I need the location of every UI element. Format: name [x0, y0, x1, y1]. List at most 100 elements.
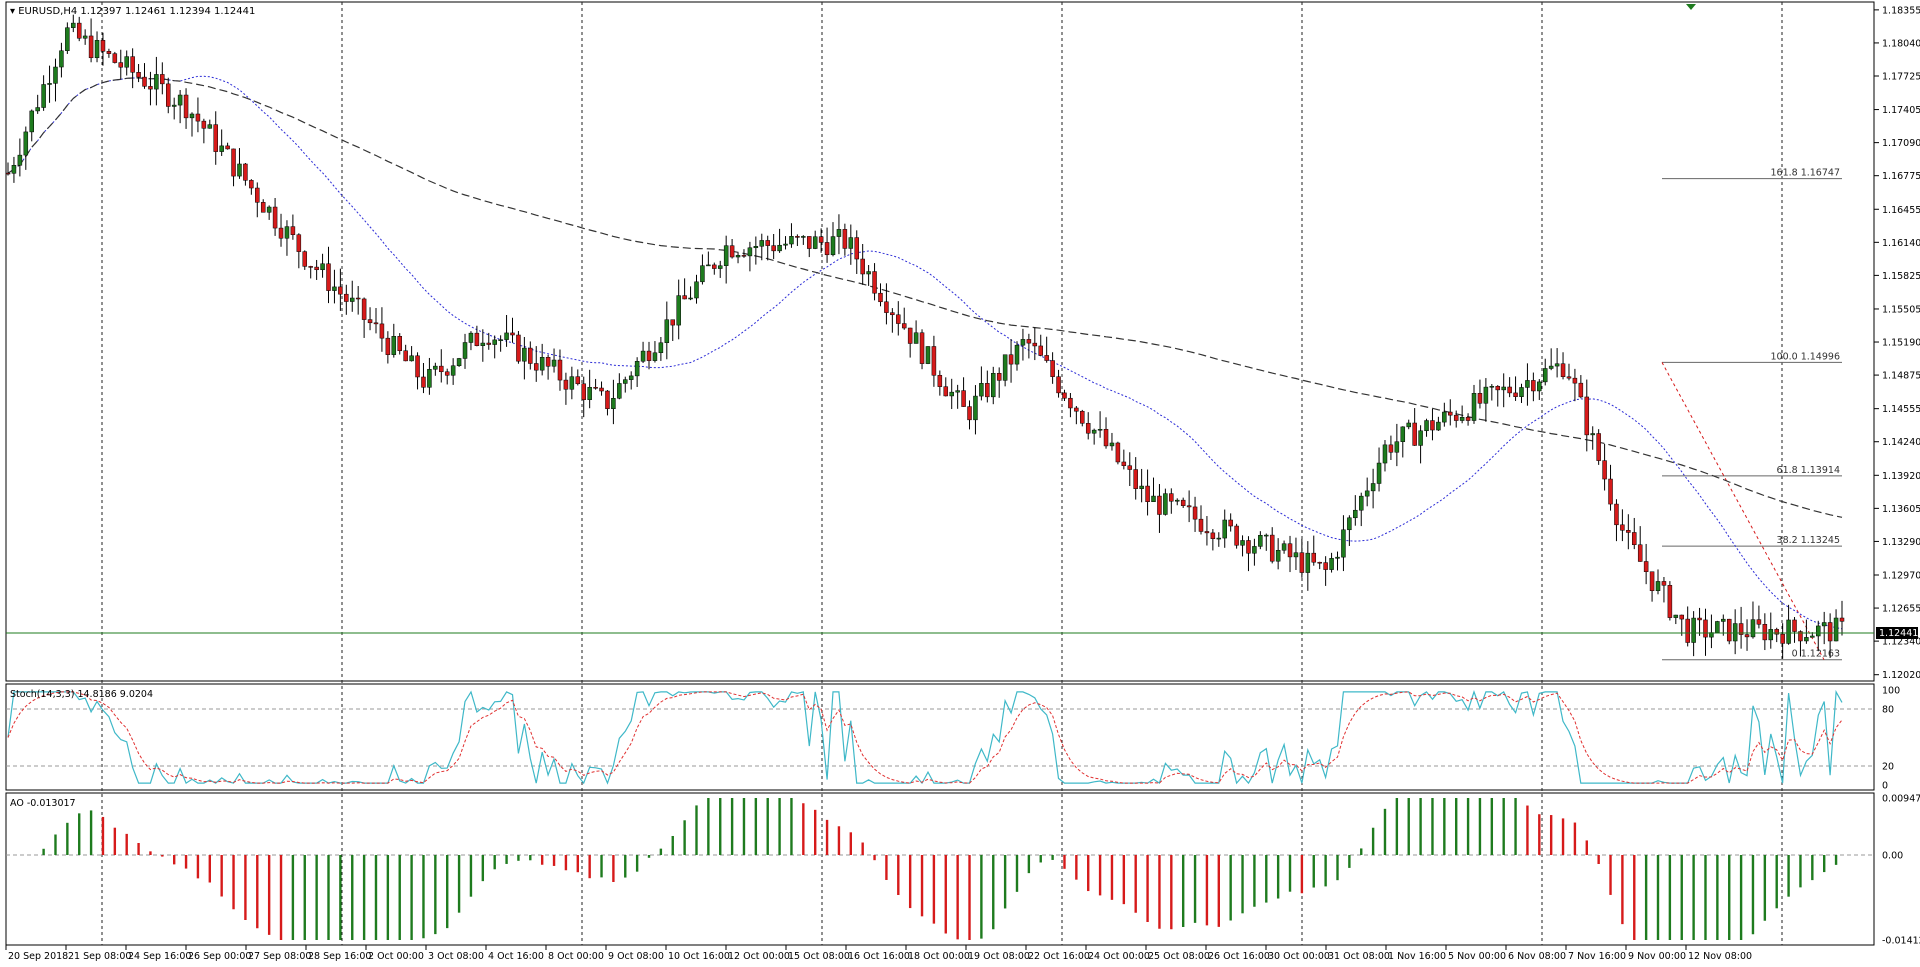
candle-body	[1305, 552, 1311, 573]
candle-body	[367, 319, 373, 324]
candle-body	[694, 281, 699, 299]
candle-body	[11, 165, 17, 174]
time-tick-label: 1 Nov 16:00	[1388, 951, 1446, 962]
fib-level-label: 61.8 1.13914	[1777, 465, 1840, 476]
price-tick-label: 1.16140	[1882, 238, 1920, 249]
candle-body	[967, 406, 972, 421]
candle-body	[919, 332, 925, 364]
candle-body	[427, 369, 432, 388]
candle-body	[225, 145, 230, 150]
candle-body	[1471, 393, 1477, 421]
candle-body	[1721, 618, 1726, 622]
price-tick-label: 1.16775	[1882, 171, 1920, 182]
price-tick-label: 1.17090	[1882, 138, 1920, 149]
candle-body	[1661, 581, 1667, 586]
candle-body	[789, 236, 794, 245]
candle-body	[302, 251, 308, 267]
candle-body	[35, 107, 40, 112]
candlesticks[interactable]	[5, 14, 1845, 659]
candle-body	[676, 295, 681, 326]
candle-body	[1596, 433, 1601, 461]
fib-trend-line	[1661, 362, 1825, 660]
candle-body	[53, 66, 58, 84]
time-tick-label: 15 Oct 08:00	[788, 951, 850, 962]
fib-level-label: 161.8 1.16747	[1770, 168, 1840, 179]
candle-body	[344, 293, 349, 302]
candle-body	[361, 298, 367, 320]
candle-body	[65, 27, 70, 51]
candle-body	[658, 342, 664, 354]
candle-body	[1008, 354, 1014, 365]
candle-body	[17, 154, 23, 166]
stoch-tick-label: 80	[1882, 705, 1894, 716]
candle-body	[818, 236, 824, 243]
time-tick-label: 6 Nov 08:00	[1508, 951, 1566, 962]
candle-body	[219, 145, 224, 152]
candle-body	[1406, 422, 1411, 428]
price-tick-label: 1.15190	[1882, 338, 1920, 349]
candle-body	[1637, 544, 1643, 562]
candle-body	[439, 365, 444, 373]
stoch-axis: 100 80 20 0	[1882, 686, 1900, 792]
candle-body	[480, 342, 486, 346]
candle-body	[82, 35, 88, 39]
candle-body	[1614, 503, 1619, 526]
candle-body	[29, 110, 34, 133]
candle-body	[1258, 534, 1263, 547]
candle-body	[444, 371, 450, 376]
candle-body	[878, 292, 883, 303]
candle-body	[848, 237, 854, 249]
candle-body	[1507, 386, 1512, 394]
price-axis[interactable]: 1.18355 1.18040 1.17725 1.17405 1.17090 1.167…	[1874, 5, 1920, 681]
candle-body	[884, 301, 889, 313]
candle-body	[1513, 392, 1518, 397]
candle-body	[1121, 461, 1127, 466]
candle-body	[1091, 429, 1097, 434]
candle-body	[1287, 543, 1293, 558]
candle-body	[1050, 360, 1055, 377]
candle-body	[1833, 617, 1839, 642]
candle-body	[409, 355, 414, 362]
candle-body	[765, 240, 770, 246]
collapse-triangle-icon: ▾	[10, 6, 18, 17]
candle-body	[177, 94, 183, 106]
candle-body	[71, 22, 76, 28]
candle-body	[1703, 619, 1708, 638]
time-tick-label: 2 Oct 00:00	[368, 951, 424, 962]
stoch-tick-label: 20	[1882, 762, 1894, 773]
candle-body	[545, 357, 551, 367]
candle-body	[314, 266, 319, 271]
candle-body	[569, 376, 575, 390]
ao-panel[interactable]	[5, 792, 1875, 946]
candle-body	[943, 386, 949, 397]
candle-body	[1204, 531, 1210, 534]
ohlc-values: 1.12397 1.12461 1.12394 1.12441	[80, 6, 255, 17]
main-price-panel[interactable]	[5, 1, 1875, 682]
candle-body	[1281, 543, 1287, 551]
candle-body	[1620, 524, 1625, 531]
candle-body	[1673, 614, 1679, 618]
candle-body	[1074, 407, 1079, 412]
time-tick-label: 31 Oct 08:00	[1328, 951, 1390, 962]
candle-body	[1756, 619, 1762, 625]
candle-body	[1691, 617, 1696, 643]
time-tick-label: 26 Oct 16:00	[1208, 951, 1270, 962]
candle-body	[231, 148, 236, 177]
candle-body	[1192, 506, 1198, 520]
ao-label: AO -0.013017	[10, 798, 76, 809]
fibonacci-retracement[interactable]: 161.8 1.16747 100.0 1.14996 61.8 1.13914 38…	[1661, 168, 1842, 661]
time-tick-label: 26 Sep 00:00	[188, 951, 251, 962]
candle-body	[824, 242, 830, 256]
candle-body	[1139, 485, 1144, 489]
candle-body	[533, 363, 539, 371]
candle-body	[1821, 622, 1827, 627]
stoch-panel[interactable]	[5, 683, 1875, 791]
candle-body	[1335, 556, 1340, 559]
time-tick-label: 12 Oct 00:00	[728, 951, 790, 962]
candle-body	[522, 347, 527, 362]
stoch-tick-label: 100	[1882, 686, 1900, 697]
candle-body	[901, 323, 907, 329]
candle-body	[961, 390, 966, 407]
